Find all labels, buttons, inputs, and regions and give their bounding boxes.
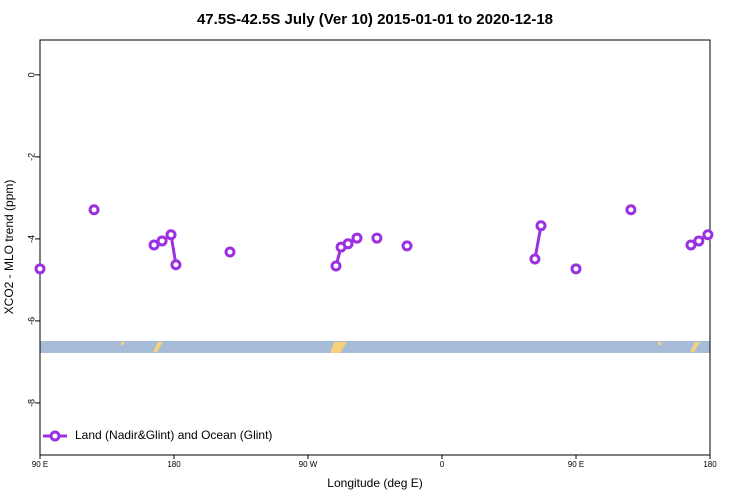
point xyxy=(702,229,714,241)
y-tick-label: -4 xyxy=(26,235,36,243)
x-tick-label: 90 E xyxy=(32,460,48,469)
point xyxy=(156,235,168,247)
x-tick-label: 90 E xyxy=(568,460,584,469)
y-tick-label: -6 xyxy=(26,317,36,325)
point xyxy=(535,220,547,232)
point xyxy=(148,239,160,251)
point xyxy=(88,204,100,216)
plot-frame xyxy=(39,39,711,456)
land-patches xyxy=(121,342,700,353)
x-tick-label: 180 xyxy=(167,460,181,469)
point xyxy=(693,235,705,247)
point xyxy=(401,240,413,252)
point xyxy=(165,229,177,241)
legend-marker xyxy=(49,430,61,442)
point xyxy=(625,204,637,216)
point xyxy=(529,253,541,265)
point xyxy=(170,259,182,271)
y-tick-label: -8 xyxy=(26,399,36,407)
y-axis-label: XCO2 - MLO trend (ppm) xyxy=(2,180,16,315)
x-tick-label: 180 xyxy=(703,460,717,469)
y-tick-label: -2 xyxy=(26,153,36,161)
y-tick-label: 0 xyxy=(26,72,36,77)
x-tick-label: 0 xyxy=(440,460,445,469)
point xyxy=(685,239,697,251)
point xyxy=(371,232,383,244)
legend-label: Land (Nadir&Glint) and Ocean (Glint) xyxy=(75,428,272,442)
point xyxy=(570,263,582,275)
point xyxy=(224,246,236,258)
x-axis-label: Longitude (deg E) xyxy=(327,476,422,490)
point xyxy=(342,238,354,250)
series-line xyxy=(533,225,543,260)
ocean-band xyxy=(40,341,710,353)
chart-title: 47.5S-42.5S July (Ver 10) 2015-01-01 to … xyxy=(197,11,553,28)
point xyxy=(351,232,363,244)
point xyxy=(330,260,342,272)
point xyxy=(34,263,46,275)
x-tick-label: 90 W xyxy=(299,460,318,469)
